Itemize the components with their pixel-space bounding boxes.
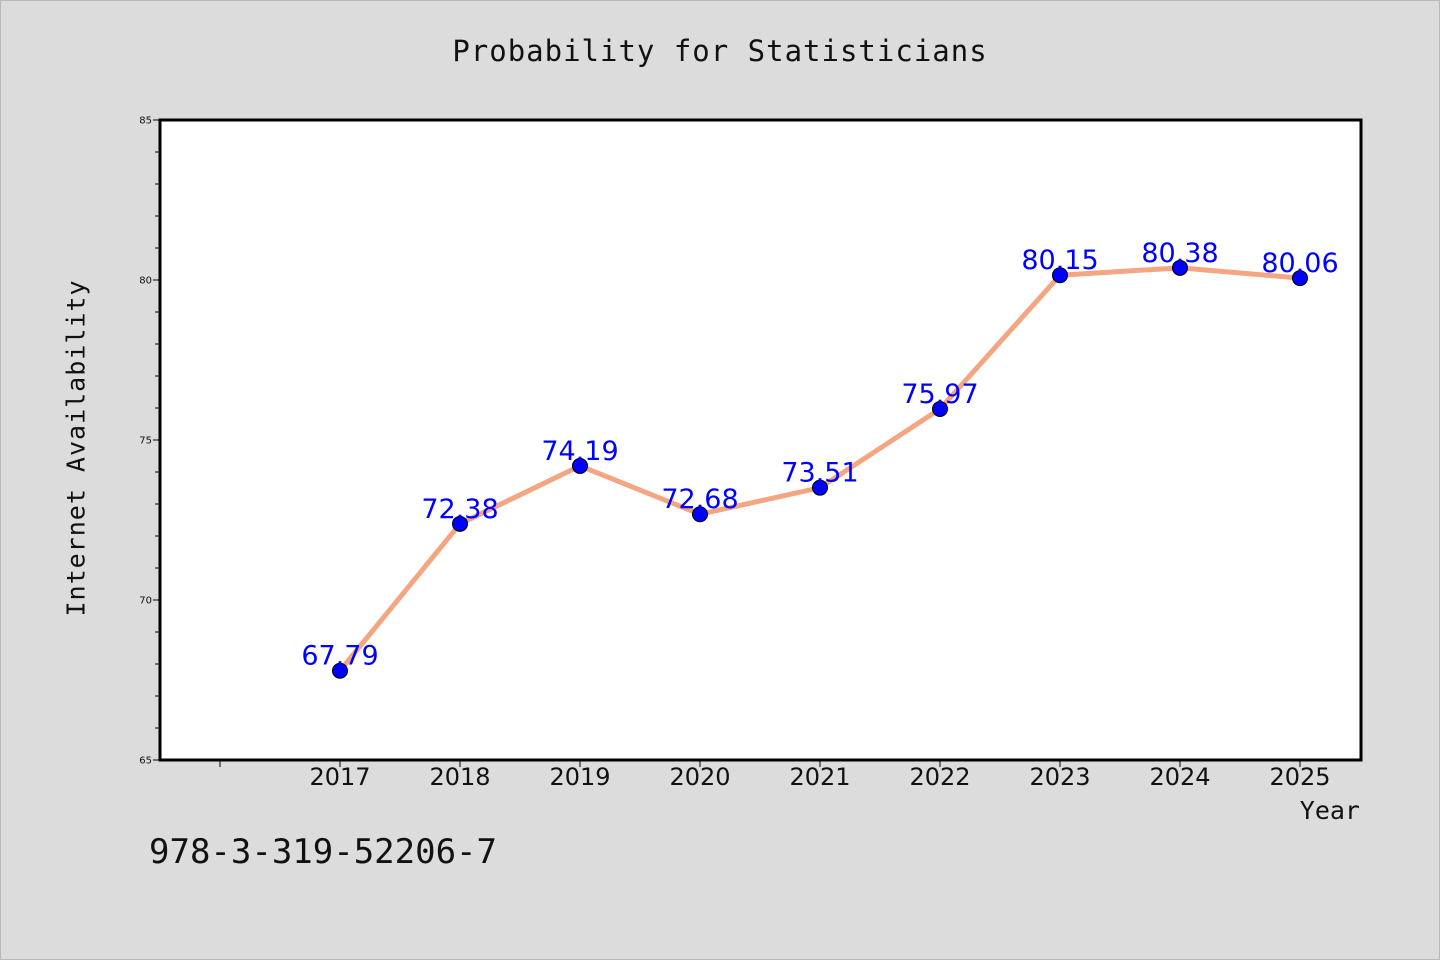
x-tick-label: 2021 <box>789 763 850 791</box>
x-tick-label: 2022 <box>909 763 970 791</box>
x-tick-label: 2025 <box>1269 763 1330 791</box>
data-label: 73.51 <box>781 458 858 489</box>
data-label: 72.68 <box>661 484 738 515</box>
data-label: 80.38 <box>1141 238 1218 269</box>
chart-title: Probability for Statisticians <box>452 34 988 68</box>
x-tick-label: 2018 <box>429 763 490 791</box>
y-tick-label: 80 <box>139 276 152 287</box>
data-label: 74.19 <box>541 436 618 467</box>
data-point <box>1172 259 1188 276</box>
data-point <box>572 457 588 474</box>
plot-area <box>158 118 1363 762</box>
x-tick-label: 2020 <box>669 763 730 791</box>
data-point <box>692 506 708 523</box>
data-point <box>452 515 468 532</box>
data-point <box>932 400 948 417</box>
x-tick-label: 2023 <box>1029 763 1090 791</box>
x-tick-label: 2019 <box>549 763 610 791</box>
data-point <box>1052 267 1068 284</box>
x-tick-label: 2017 <box>309 763 370 791</box>
data-point <box>1292 270 1308 287</box>
data-label: 67.79 <box>301 641 378 672</box>
data-label: 72.38 <box>421 494 498 525</box>
x-axis-ticks: 2017 2018 2019 2020 2021 2022 2023 2024 2025 <box>219 760 1331 791</box>
data-labels-layer: 67.79 72.38 74.19 72.68 73.51 75.97 80.15 80.38… <box>301 238 1338 672</box>
x-tick-label: 2024 <box>1149 763 1210 791</box>
data-label: 80.06 <box>1261 248 1338 279</box>
data-label: 75.97 <box>901 379 978 410</box>
isbn-code: 978-3-319-52206-7 <box>149 832 497 872</box>
data-point <box>332 662 348 679</box>
y-tick-label: 85 <box>139 116 152 127</box>
y-tick-label: 75 <box>139 436 152 447</box>
y-tick-label: 65 <box>139 756 152 767</box>
x-axis-label: Year <box>1299 796 1360 825</box>
y-tick-label: 70 <box>139 596 152 607</box>
y-axis-ticks: 65 70 75 80 85 <box>139 116 160 767</box>
data-label: 80.15 <box>1021 245 1098 276</box>
data-point <box>812 479 828 496</box>
series-layer <box>332 259 1308 679</box>
